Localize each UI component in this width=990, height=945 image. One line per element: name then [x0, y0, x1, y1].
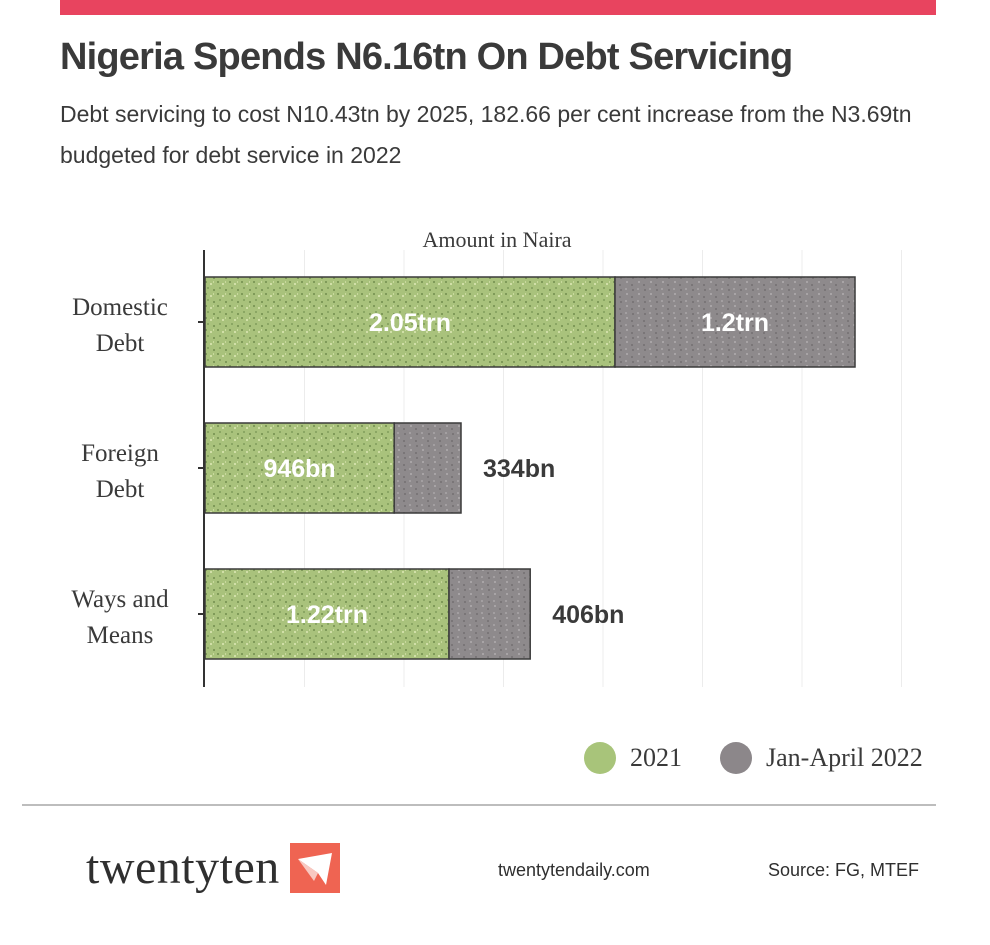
bar-domestic-debt-jan-april-2022: [614, 276, 856, 368]
legend-label-jan-april-2022: Jan-April 2022: [766, 743, 923, 772]
data-label-domestic-debt-jan-april-2022: 1.2trn: [701, 309, 769, 337]
stacked-bar-chart: Amount in Naira 2.05trn 1.2trn 946bn 334bn 1…: [71, 227, 902, 687]
brand-wordmark: twentyten: [86, 841, 280, 894]
legend-label-2021: 2021: [630, 743, 682, 772]
brand-logo: twentyten: [86, 840, 340, 895]
chart-subtitle: Debt servicing to cost N10.43tn by 2025,…: [60, 101, 912, 168]
category-label-domestic-debt: Domestic Debt: [72, 294, 168, 357]
bar-foreign-debt-2021: [204, 422, 395, 514]
data-label-foreign-debt-2021: 946bn: [263, 455, 335, 483]
x-axis-label: Amount in Naira: [422, 227, 571, 252]
bar-foreign-debt-jan-april-2022: [393, 422, 462, 514]
legend-item-jan-april-2022: Jan-April 2022: [720, 740, 923, 776]
legend-item-2021: 2021: [584, 740, 682, 776]
data-label-ways-and-means-jan-april-2022: 406bn: [552, 601, 624, 629]
footer-divider: [22, 804, 936, 806]
paper-plane-icon: [289, 842, 340, 893]
category-label-ways-and-means: Ways and Means: [71, 586, 169, 649]
category-label-foreign-debt: Foreign Debt: [81, 440, 159, 503]
bars: 2.05trn 1.2trn 946bn 334bn 1.22trn 406bn: [204, 276, 856, 660]
website-link[interactable]: twentytendaily.com: [498, 860, 650, 880]
data-label-ways-and-means-2021: 1.22trn: [286, 601, 368, 629]
top-accent-bar: [60, 0, 936, 15]
data-label-domestic-debt-2021: 2.05trn: [369, 309, 451, 337]
source-note: Source: FG, MTEF: [768, 860, 920, 880]
legend-swatch-2021: [584, 742, 616, 774]
data-label-foreign-debt-jan-april-2022: 334bn: [483, 455, 555, 483]
legend-swatch-jan-april-2022: [720, 742, 752, 774]
bar-ways-and-means-jan-april-2022: [448, 568, 531, 660]
category-labels: Domestic Debt Foreign Debt Ways and Means: [71, 294, 204, 649]
chart-title: Nigeria Spends N6.16tn On Debt Servicing: [60, 36, 793, 78]
